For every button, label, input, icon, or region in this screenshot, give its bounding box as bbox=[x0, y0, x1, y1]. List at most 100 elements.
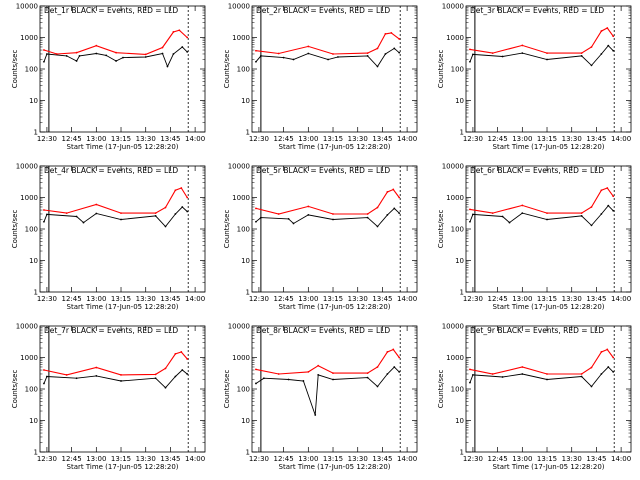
x-tick-label: 14:00 bbox=[611, 295, 631, 303]
data-point-lld bbox=[546, 52, 548, 54]
data-point-lld bbox=[376, 366, 379, 368]
x-tick-label: 14:00 bbox=[185, 295, 205, 303]
chart-panel-2: Det_2r BLACK = Events, RED = LLD 1 10 100 10… bbox=[223, 3, 418, 151]
data-point-lld bbox=[590, 46, 593, 48]
data-point-lld bbox=[255, 207, 257, 210]
data-point-events bbox=[580, 215, 583, 217]
data-point-events bbox=[154, 377, 157, 380]
data-point-lld bbox=[392, 188, 395, 191]
x-tick-label: 12:45 bbox=[62, 135, 82, 143]
chart-title: Det_7r BLACK = Events, RED = LLD bbox=[44, 326, 178, 335]
data-point-events bbox=[376, 385, 379, 388]
data-point-events bbox=[43, 60, 45, 63]
data-point-lld bbox=[180, 187, 183, 189]
x-tick-label: 13:30 bbox=[136, 295, 156, 303]
y-tick-label: 100 bbox=[25, 386, 38, 394]
chart-title: Det_6r BLACK = Events, RED = LLD bbox=[470, 166, 604, 175]
data-point-lld bbox=[600, 351, 603, 353]
data-point-lld bbox=[386, 191, 389, 193]
y-tick-label: 1 bbox=[460, 289, 464, 297]
y-tick-label: 10000 bbox=[16, 163, 38, 171]
data-point-events bbox=[120, 380, 122, 382]
data-point-lld bbox=[392, 348, 395, 351]
x-tick-label: 13:15 bbox=[537, 295, 557, 303]
data-point-events bbox=[501, 55, 504, 58]
x-tick-label: 14:00 bbox=[185, 455, 205, 463]
data-point-events bbox=[521, 212, 524, 214]
data-point-lld bbox=[521, 204, 524, 207]
data-point-events bbox=[580, 55, 583, 57]
y-tick-label: 100 bbox=[237, 66, 250, 74]
data-point-lld bbox=[120, 374, 122, 376]
series-line-events bbox=[469, 205, 614, 227]
y-tick-label: 1000 bbox=[20, 354, 38, 362]
data-point-events bbox=[161, 52, 164, 55]
chart-panel-4: Det_4r BLACK = Events, RED = LLD 1 10 100 10… bbox=[11, 163, 206, 311]
data-point-events bbox=[327, 58, 329, 61]
data-point-lld bbox=[307, 45, 310, 48]
plot-frame bbox=[39, 325, 206, 453]
y-tick-label: 10 bbox=[29, 97, 38, 105]
data-point-lld bbox=[75, 51, 78, 54]
data-point-lld bbox=[65, 212, 68, 214]
data-point-lld bbox=[277, 213, 280, 215]
data-point-events bbox=[600, 53, 603, 55]
x-tick-label: 12:45 bbox=[274, 295, 294, 303]
data-point-events bbox=[43, 220, 45, 223]
chart-title: Det_3r BLACK = Events, RED = LLD bbox=[470, 6, 604, 15]
data-point-lld bbox=[95, 44, 98, 47]
y-tick-label: 10000 bbox=[442, 163, 464, 171]
data-point-lld bbox=[376, 47, 379, 50]
x-tick-label: 13:00 bbox=[298, 455, 318, 463]
chart-panel-7: Det_7r BLACK = Events, RED = LLD 1 10 100 10… bbox=[11, 323, 206, 471]
y-tick-label: 100 bbox=[25, 66, 38, 74]
data-point-events bbox=[95, 52, 98, 55]
data-point-lld bbox=[590, 366, 593, 369]
data-point-events bbox=[366, 376, 369, 379]
x-tick-label: 13:00 bbox=[298, 295, 318, 303]
y-tick-label: 1000 bbox=[232, 194, 250, 202]
data-point-lld bbox=[398, 38, 401, 40]
data-point-events bbox=[255, 382, 257, 385]
data-point-events bbox=[607, 366, 610, 368]
x-tick-label: 12:30 bbox=[37, 135, 57, 143]
x-tick-label: 13:00 bbox=[512, 455, 532, 463]
data-point-events bbox=[366, 216, 369, 219]
data-point-lld bbox=[332, 213, 334, 215]
x-tick-label: 12:30 bbox=[463, 295, 483, 303]
x-tick-label: 13:15 bbox=[111, 455, 131, 463]
data-point-events bbox=[590, 64, 593, 67]
data-point-lld bbox=[317, 364, 320, 367]
data-point-events bbox=[302, 380, 305, 382]
chart-title: Det_8r BLACK = Events, RED = LLD bbox=[256, 326, 390, 335]
y-tick-label: 100 bbox=[237, 386, 250, 394]
series-line-lld bbox=[255, 348, 400, 375]
data-point-events bbox=[590, 385, 593, 388]
data-point-lld bbox=[180, 351, 183, 353]
data-point-events bbox=[46, 53, 48, 55]
data-point-events bbox=[472, 374, 474, 376]
data-point-lld bbox=[95, 203, 98, 206]
data-point-events bbox=[262, 377, 265, 380]
data-point-lld bbox=[606, 348, 609, 351]
data-point-events bbox=[255, 60, 257, 63]
data-point-events bbox=[75, 60, 78, 62]
y-axis-label: Counts/sec bbox=[223, 370, 231, 409]
y-tick-label: 10000 bbox=[228, 3, 250, 11]
data-point-events bbox=[393, 366, 396, 368]
y-axis-label: Counts/sec bbox=[11, 50, 19, 89]
data-point-events bbox=[501, 215, 504, 218]
data-point-lld bbox=[55, 53, 58, 55]
data-point-events bbox=[115, 60, 117, 62]
series-line-lld bbox=[255, 32, 400, 55]
data-point-lld bbox=[612, 35, 615, 38]
data-point-events bbox=[78, 55, 81, 57]
data-point-events bbox=[546, 218, 548, 221]
x-tick-label: 13:15 bbox=[323, 295, 343, 303]
x-tick-label: 12:30 bbox=[37, 295, 57, 303]
data-point-lld bbox=[120, 212, 122, 214]
x-tick-label: 13:00 bbox=[86, 455, 106, 463]
data-point-events bbox=[181, 46, 184, 48]
x-tick-label: 14:00 bbox=[397, 295, 417, 303]
data-point-events bbox=[386, 214, 389, 216]
